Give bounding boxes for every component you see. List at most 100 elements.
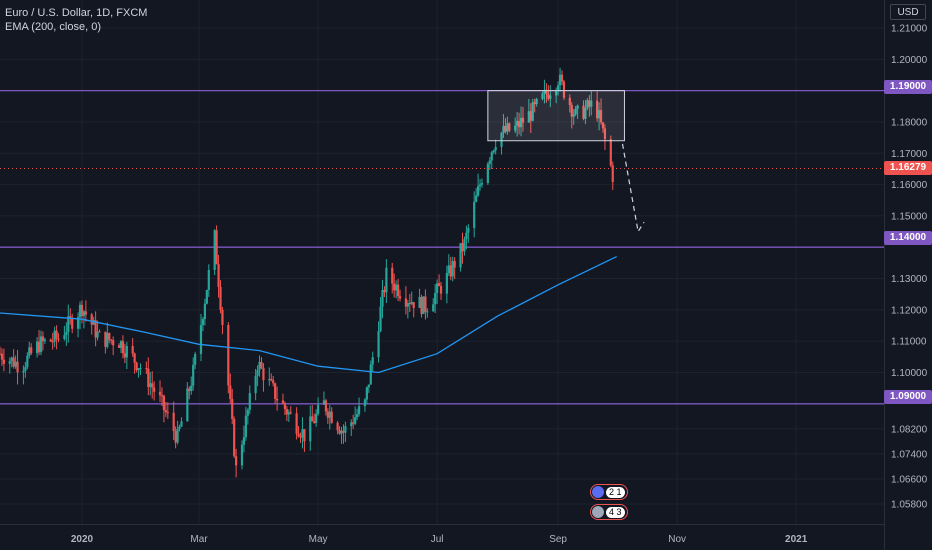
candle <box>221 306 224 335</box>
candle-body <box>125 346 128 358</box>
price-axis[interactable]: 1.21000 1.20000 1.18000 1.17000 1.16000 1.150… <box>891 24 928 511</box>
candle <box>350 419 353 436</box>
candle <box>297 425 300 438</box>
candle-body <box>596 100 599 119</box>
candle <box>219 280 222 314</box>
candle-body <box>49 339 52 342</box>
candle-body <box>80 304 84 316</box>
candle-body <box>16 361 19 373</box>
candle <box>235 448 238 478</box>
candle <box>422 296 425 315</box>
candle <box>299 432 302 443</box>
y-tick-label: 1.16000 <box>891 180 928 191</box>
earnings-marker[interactable]: 4 3 <box>590 504 628 520</box>
candle <box>106 322 109 349</box>
candle-body <box>406 302 409 307</box>
horizontal-levels[interactable] <box>0 89 884 405</box>
candle-body <box>205 289 208 304</box>
candle-body <box>521 117 525 123</box>
projection-path[interactable] <box>621 143 645 234</box>
candle <box>16 349 19 385</box>
candle <box>547 85 550 101</box>
candle-body <box>590 100 593 107</box>
ema-layer <box>0 256 617 374</box>
candle-body <box>326 411 329 418</box>
candle-body <box>164 410 167 413</box>
candle-body <box>543 89 546 94</box>
candle-body <box>545 89 548 95</box>
x-tick-label: Mar <box>190 534 208 545</box>
candle <box>597 102 601 131</box>
candle-body <box>303 429 306 442</box>
candle <box>90 312 93 335</box>
candle-body <box>78 304 82 318</box>
candle <box>260 357 263 369</box>
price-tag-current: 1.16279 <box>884 161 932 175</box>
candle <box>451 256 454 282</box>
candle <box>301 417 304 449</box>
candle <box>356 408 359 421</box>
chart-legend: Euro / U.S. Dollar, 1D, FXCM EMA (200, c… <box>5 6 147 34</box>
candle-body <box>584 107 587 119</box>
candle-body <box>229 385 232 400</box>
candle <box>110 338 113 345</box>
candle <box>584 99 587 125</box>
candle <box>276 386 279 411</box>
candle <box>461 232 464 264</box>
candle-body <box>203 303 207 320</box>
candle <box>324 398 327 416</box>
candle-body <box>586 100 589 108</box>
candle <box>514 117 517 134</box>
candle <box>371 351 374 372</box>
candle-body <box>494 147 497 151</box>
candle <box>549 85 552 108</box>
candle-body <box>344 426 347 433</box>
candle <box>92 316 95 325</box>
candle <box>57 333 60 343</box>
candle <box>281 393 285 405</box>
events-marker[interactable]: 2 1 <box>590 484 628 500</box>
candle-body <box>22 370 25 373</box>
candle-body <box>597 110 601 119</box>
range-box[interactable] <box>487 90 625 142</box>
projection-layer[interactable] <box>621 143 645 234</box>
candle <box>381 279 384 319</box>
candle <box>478 179 482 191</box>
candle <box>543 79 546 104</box>
candle-body <box>55 330 58 339</box>
candle <box>158 380 162 403</box>
candle <box>215 225 218 265</box>
candle-body <box>363 399 367 407</box>
candle <box>270 373 273 382</box>
candle <box>285 405 288 422</box>
candle <box>379 297 382 333</box>
events-count: 2 1 <box>606 486 625 498</box>
x-tick-label: Nov <box>668 534 686 545</box>
y-tick-label: 1.11000 <box>891 337 927 348</box>
candle <box>186 382 189 422</box>
candle-body <box>504 125 507 132</box>
time-axis[interactable]: 2020 Mar May Jul Sep Nov 2021 <box>71 534 808 545</box>
candle-body <box>256 370 259 376</box>
candle-body <box>35 341 39 354</box>
candles-layer <box>0 67 614 478</box>
candle <box>486 161 489 185</box>
range-box-layer[interactable] <box>487 90 625 142</box>
candle-body <box>262 367 265 381</box>
candle <box>28 341 31 359</box>
candle <box>205 289 208 305</box>
candle-body <box>110 339 113 341</box>
candle <box>24 361 27 378</box>
currency-label[interactable]: USD <box>890 4 926 20</box>
indicator-title[interactable]: EMA (200, close, 0) <box>5 21 101 33</box>
candle <box>475 188 478 203</box>
candle <box>244 406 247 441</box>
candle-body <box>340 430 343 434</box>
candle-body <box>231 399 234 420</box>
symbol-title[interactable]: Euro / U.S. Dollar, 1D, FXCM <box>5 7 148 19</box>
candle-body <box>82 311 86 316</box>
candle-body <box>201 319 205 326</box>
candle-body <box>188 388 191 392</box>
